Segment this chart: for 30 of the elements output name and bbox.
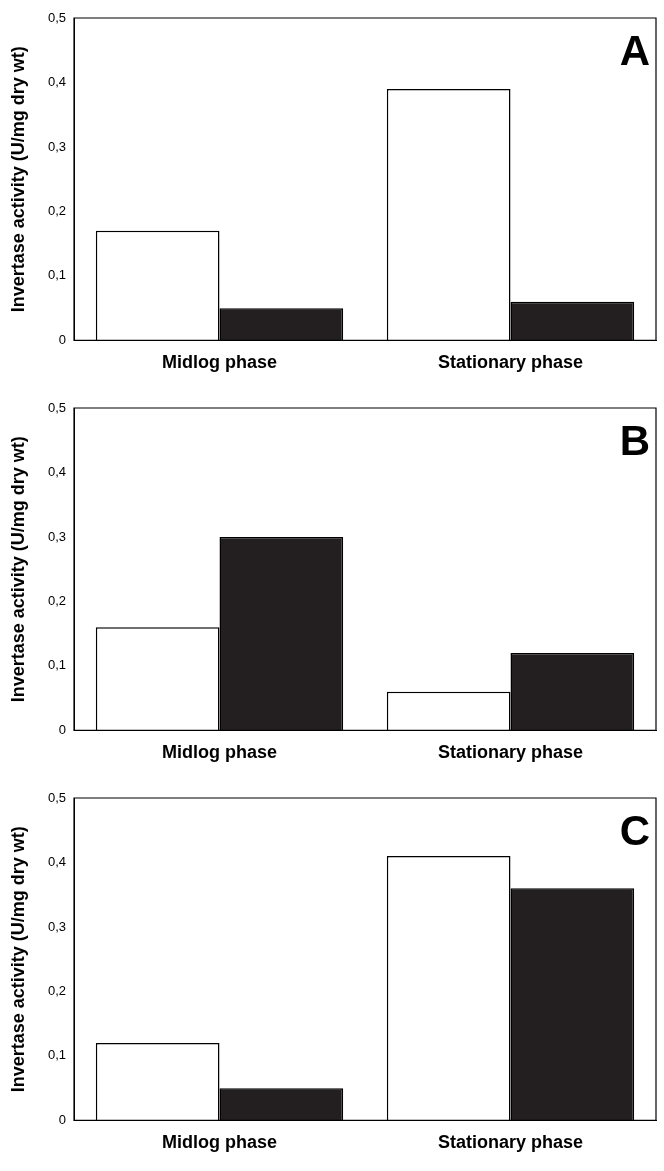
y-tick-label: 0,3	[47, 138, 66, 154]
annotation: C	[619, 806, 650, 854]
x-tick-label: Midlog phase	[161, 742, 278, 763]
y-tick-label: 0,5	[47, 9, 66, 25]
annotation: A	[619, 26, 650, 74]
x-tick-label: Stationary phase	[437, 1132, 584, 1153]
y-tick-label: 0	[58, 1111, 66, 1127]
y-tick-label: 0,1	[47, 657, 66, 673]
y-axis-title: Invertase activity (U/mg dry wt)	[7, 46, 28, 313]
y-tick-label: 0,2	[47, 203, 66, 219]
y-tick-label: 0,4	[47, 854, 66, 870]
y-tick-label: 0,4	[47, 74, 66, 90]
y-tick-label: 0,3	[47, 528, 66, 544]
y-tick-label: 0,5	[47, 399, 66, 415]
y-tick-label: 0,4	[47, 464, 66, 480]
y-tick-label: 0,1	[47, 1047, 66, 1063]
x-tick-label: Midlog phase	[161, 1132, 278, 1153]
y-tick-label: 0,1	[47, 267, 66, 283]
y-tick-label: 0,3	[47, 918, 66, 934]
y-axis-title: Invertase activity (U/mg dry wt)	[7, 826, 28, 1093]
x-tick-label: Stationary phase	[437, 352, 584, 373]
annotation: B	[619, 416, 650, 464]
y-axis-title: Invertase activity (U/mg dry wt)	[7, 436, 28, 703]
y-tick-label: 0,2	[47, 983, 66, 999]
x-tick-label: Midlog phase	[161, 352, 278, 373]
x-tick-label: Stationary phase	[437, 742, 584, 763]
y-tick-label: 0	[58, 331, 66, 347]
y-tick-label: 0,2	[47, 593, 66, 609]
y-tick-label: 0	[58, 721, 66, 737]
y-tick-label: 0,5	[47, 789, 66, 805]
